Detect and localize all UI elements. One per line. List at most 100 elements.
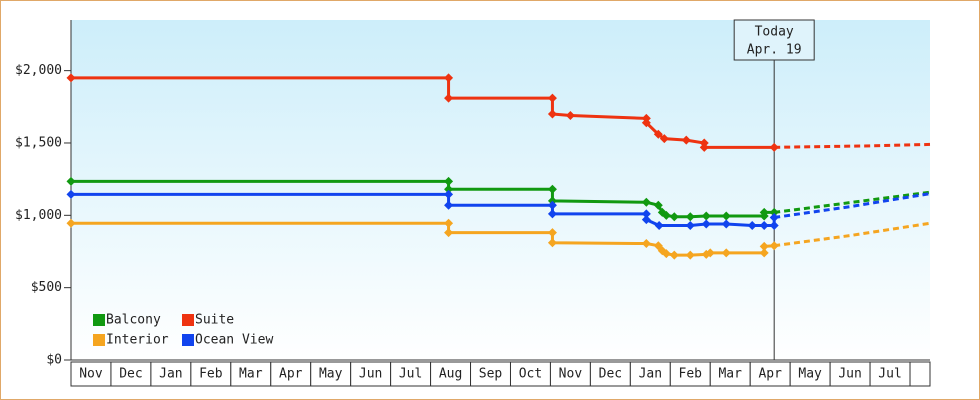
point	[769, 220, 779, 230]
point	[685, 250, 695, 260]
month-cell	[709, 361, 751, 387]
x-tick-label: Sep	[479, 367, 503, 382]
month-cell	[150, 361, 192, 387]
projection-line	[774, 142, 931, 149]
legend-swatch	[182, 314, 194, 326]
point	[721, 219, 731, 229]
point	[444, 184, 454, 194]
point	[661, 249, 671, 259]
point	[659, 134, 669, 144]
x-tick-label: Nov	[79, 367, 103, 382]
chart-layer: $0 $500 $1,000 $1,500 $2,000 Nov Dec Jan Feb Mar A…	[15, 19, 931, 387]
point	[444, 218, 454, 228]
month-cell	[669, 361, 711, 387]
point	[759, 248, 769, 258]
y-tick-label: $0	[46, 353, 62, 368]
x-tick-label: Mar	[239, 367, 263, 382]
y-tick-label: $1,500	[15, 135, 62, 150]
point	[66, 73, 76, 83]
point	[547, 93, 557, 103]
point	[769, 142, 779, 152]
point	[547, 209, 557, 219]
legend-swatch	[93, 314, 105, 326]
today-label: Apr. 19	[747, 43, 802, 58]
point	[769, 207, 779, 217]
projection-line	[773, 192, 931, 219]
x-tick-label: Dec	[599, 367, 622, 382]
month-cell	[70, 361, 112, 387]
legend-swatch	[93, 334, 105, 346]
y-tick-label: $1,000	[15, 208, 62, 223]
x-tick-label: May	[319, 367, 343, 382]
month-cell	[230, 361, 272, 387]
point	[685, 212, 695, 222]
x-tick-label: Jan	[639, 367, 662, 382]
point	[654, 220, 664, 230]
point	[699, 142, 709, 152]
x-tick-label: Mar	[718, 367, 742, 382]
point	[669, 212, 679, 222]
legend-label: Balcony	[106, 313, 161, 328]
point	[547, 238, 557, 248]
x-tick-label: Nov	[559, 367, 583, 382]
x-tick-label: Jul	[399, 367, 422, 382]
x-tick-label: Jun	[838, 367, 861, 382]
legend-label: Suite	[195, 313, 234, 328]
point	[747, 220, 757, 230]
point	[759, 207, 769, 217]
x-tick-label: Dec	[119, 367, 142, 382]
projection-line	[773, 190, 931, 214]
x-tick-label: Feb	[199, 367, 223, 382]
month-cell	[749, 361, 791, 387]
month-cell	[829, 361, 871, 387]
y-tick-label: $2,000	[15, 63, 62, 78]
point	[653, 241, 663, 251]
x-tick-label: Aug	[439, 367, 462, 382]
point	[721, 211, 731, 221]
legend-label: Interior	[106, 333, 169, 348]
point	[661, 210, 671, 220]
month-cell	[430, 361, 472, 387]
point	[705, 248, 715, 258]
point	[444, 189, 454, 199]
month-cell	[390, 361, 432, 387]
point	[66, 218, 76, 228]
projection-line	[773, 221, 931, 248]
month-cell	[270, 361, 312, 387]
point	[547, 109, 557, 119]
month-cell	[789, 361, 831, 387]
point	[769, 212, 779, 222]
y-tick-label: $500	[31, 280, 62, 295]
legend-label: Ocean View	[195, 333, 273, 348]
point	[759, 241, 769, 251]
point	[547, 184, 557, 194]
point	[66, 189, 76, 199]
x-tick-label: Jan	[159, 367, 182, 382]
point	[721, 248, 731, 258]
point	[669, 250, 679, 260]
point	[66, 176, 76, 186]
point	[701, 211, 711, 221]
point	[547, 228, 557, 238]
point	[701, 219, 711, 229]
point	[444, 176, 454, 186]
month-cell	[909, 361, 931, 387]
point	[759, 220, 769, 230]
today-box	[733, 19, 815, 61]
point	[641, 118, 651, 128]
point	[685, 220, 695, 230]
x-tick-label: Jun	[359, 367, 382, 382]
month-cell	[629, 361, 671, 387]
x-tick-label: Jul	[878, 367, 901, 382]
point	[444, 73, 454, 83]
point	[769, 241, 779, 251]
x-tick-label: Apr	[758, 367, 782, 382]
month-cell	[350, 361, 392, 387]
month-cell	[509, 361, 551, 387]
point	[547, 200, 557, 210]
x-tick-label: May	[798, 367, 822, 382]
point	[444, 93, 454, 103]
x-tick-label: Feb	[679, 367, 703, 382]
point	[681, 135, 691, 145]
